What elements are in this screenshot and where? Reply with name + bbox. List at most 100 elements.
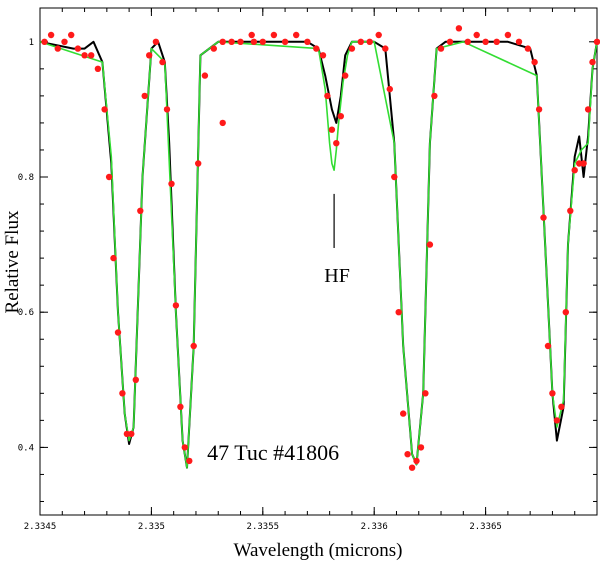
data-point [558,403,565,410]
data-point [128,430,135,438]
data-point [94,65,102,73]
y-tick-label: 0.4 [18,443,34,453]
data-point [123,430,131,438]
annotations: 47 Tuc #41806 HF [207,193,350,465]
data-point [228,38,235,45]
series-line-synthetic-green [39,41,598,469]
hf-label: HF [324,265,350,287]
data-point [146,52,153,59]
data-point [437,45,445,52]
y-tick-label: 0.8 [18,173,34,183]
x-axis-label: Wavelength (microns) [234,540,403,561]
data-point [391,173,398,181]
x-tick-label: 2.3355 [247,522,280,532]
data-point [504,31,512,39]
data-point [493,38,500,45]
data-point [237,38,244,45]
data-point [186,457,193,465]
data-point [337,113,344,120]
data-point [473,31,480,39]
data-point [328,126,336,133]
data-point [404,451,411,458]
data-point [386,85,393,93]
data-point [571,167,578,174]
data-point [137,207,144,214]
data-point [413,457,420,465]
data-point [382,45,389,52]
data-point [584,106,592,113]
data-point [535,106,543,113]
data-point [589,58,596,66]
data-point [141,92,148,100]
y-axis-label: Relative Flux [2,210,23,313]
data-point [366,38,373,45]
data-point [593,38,600,45]
data-point [119,390,126,397]
data-point [348,45,356,52]
data-point [110,254,117,262]
data-point [576,160,583,167]
data-point [464,38,471,45]
data-point [567,207,574,214]
data-point [54,45,61,52]
data-point [342,72,349,79]
data-point [531,58,538,66]
data-point [357,38,364,45]
data-point [159,58,166,66]
data-point [333,140,340,147]
data-point [152,38,160,45]
y-tick-label: 1 [29,38,34,48]
data-point [61,38,68,45]
data-point [105,173,113,181]
data-point [293,31,300,39]
data-point [515,38,523,45]
plot-frame [39,7,598,516]
data-point [375,31,382,39]
y-tick-label: 0.6 [18,308,34,318]
data-point [553,417,561,424]
data-point [395,309,402,316]
data-point [168,180,175,187]
data-point [172,302,180,309]
data-point [195,160,202,167]
x-tick-label: 2.3365 [469,522,502,532]
data-point [47,31,55,39]
data-point [562,309,569,316]
x-tick-label: 2.335 [138,522,165,532]
data-point [201,72,209,79]
data-point [114,329,122,336]
data-point [417,444,425,451]
data-point [319,52,327,59]
data-point [41,38,48,45]
data-point [250,38,258,45]
axis-ticks [39,8,598,515]
data-point [177,403,184,410]
axis-tick-labels: 2.3345 2.335 2.3355 2.336 2.3365 0.4 0.6 0.8 1 [18,38,502,532]
series-points [41,25,600,471]
data-point [549,390,556,397]
data-point [132,376,139,383]
data-point [400,410,407,417]
data-point [259,38,266,45]
data-point [524,45,532,52]
data-point [219,38,226,45]
data-point [324,92,331,100]
data-point [181,444,188,451]
data-point [248,31,255,39]
data-point [446,38,454,45]
x-tick-label: 2.3345 [24,522,57,532]
data-point [408,464,416,471]
data-point [210,45,217,52]
data-point [544,342,552,350]
data-point [304,38,311,45]
data-point [540,214,547,221]
x-tick-label: 2.336 [361,522,388,532]
data-point [88,52,95,59]
data-point [580,160,587,167]
data-point [431,92,438,100]
data-point [482,38,489,45]
data-point [74,45,82,52]
data-point [101,106,108,113]
data-point [190,342,197,350]
